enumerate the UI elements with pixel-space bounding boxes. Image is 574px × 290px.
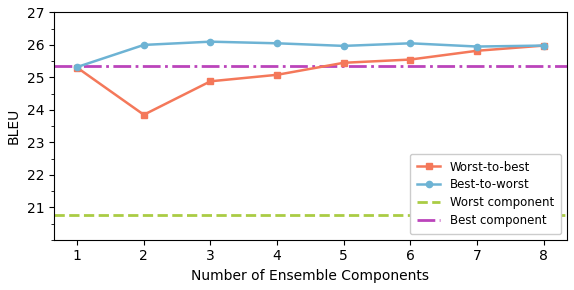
Best-to-worst: [474, 45, 480, 48]
Best-to-worst: [274, 41, 281, 45]
Best-to-worst: [207, 40, 214, 44]
Worst-to-best: [207, 79, 214, 83]
Best-to-worst: [407, 41, 414, 45]
Worst-to-best: [340, 61, 347, 64]
Worst-to-best: [73, 66, 80, 69]
Worst-to-best: [407, 58, 414, 61]
Best component: [7, 64, 14, 68]
X-axis label: Number of Ensemble Components: Number of Ensemble Components: [192, 269, 429, 283]
Worst-to-best: [540, 44, 547, 47]
Worst-to-best: [141, 113, 148, 117]
Best-to-worst: [73, 65, 80, 69]
Worst-to-best: [474, 49, 480, 52]
Best-to-worst: [141, 43, 148, 47]
Worst component: [73, 214, 80, 217]
Best-to-worst: [340, 44, 347, 48]
Worst-to-best: [274, 73, 281, 77]
Worst component: [7, 214, 14, 217]
Best-to-worst: [540, 44, 547, 47]
Best component: [73, 64, 80, 68]
Legend: Worst-to-best, Best-to-worst, Worst component, Best component: Worst-to-best, Best-to-worst, Worst comp…: [410, 153, 561, 234]
Y-axis label: BLEU: BLEU: [7, 108, 21, 144]
Line: Worst-to-best: Worst-to-best: [74, 42, 547, 118]
Line: Best-to-worst: Best-to-worst: [74, 39, 547, 70]
